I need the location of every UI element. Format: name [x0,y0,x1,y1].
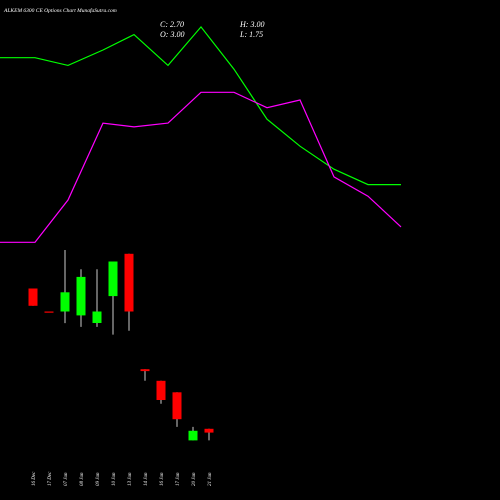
indicator-lines [0,25,402,243]
candle-body [156,380,166,400]
x-tick-label: 21 Jan [208,472,213,486]
chart-title: ALKEM 6300 CE Options Chart MunafaSutra.… [3,7,117,14]
candle-16-dec [28,288,38,306]
candle-body [108,261,118,297]
candle-13-jan [124,253,134,331]
candle-body [44,311,54,313]
x-tick-label: 20 Jan [192,472,197,486]
x-tick-label: 09 Jan [96,472,101,486]
x-tick-label: 16 Jan [160,472,165,486]
candle-body [140,369,150,372]
x-tick-label: 14 Jan [144,472,149,486]
indicator-line-1 [0,25,401,186]
candle-body [76,276,86,316]
candle-08-jan [76,269,86,327]
candle-07-jan [60,250,70,324]
x-axis-ticks: 16 Dec 17 Dec 07 Jan 08 Jan 09 Jan 10 Jan 13 J… [32,471,213,486]
candles [28,250,214,441]
candle-17-dec [44,311,54,313]
candle-16-jan [156,380,166,404]
candle-17-jan [172,392,182,427]
indicator-line-2 [0,91,402,243]
x-tick-label: 16 Dec [32,471,37,486]
close-readout: C: 2.70 [160,20,184,29]
candle-10-jan [108,261,118,335]
candle-09-jan [92,269,102,327]
x-tick-label: 17 Jan [176,472,181,486]
low-readout: L: 1.75 [239,30,263,39]
candle-body [124,253,134,312]
x-tick-label: 08 Jan [80,472,85,486]
x-tick-label: 10 Jan [112,472,117,486]
x-tick-label: 17 Dec [48,471,53,486]
candle-body [60,292,70,312]
candle-21-jan [204,428,214,441]
candle-20-jan [188,426,198,441]
x-tick-label: 07 Jan [64,472,69,486]
candle-body [28,288,38,306]
high-readout: H: 3.00 [239,20,264,29]
candle-14-jan [140,369,150,381]
candle-body [92,311,102,323]
candle-body [188,430,198,441]
candle-body [204,428,214,433]
open-readout: O: 3.00 [160,30,184,39]
candle-body [172,392,182,420]
x-tick-label: 13 Jan [128,472,133,486]
